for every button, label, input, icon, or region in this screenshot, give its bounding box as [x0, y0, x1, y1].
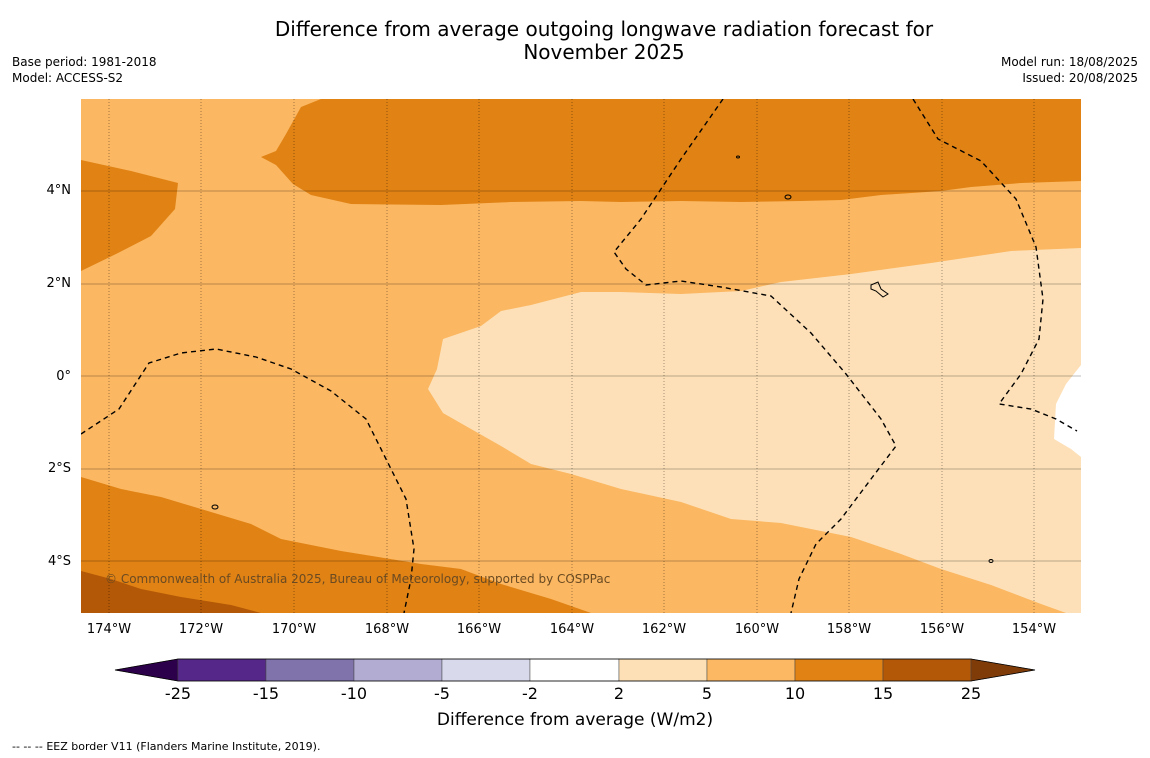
colorbar-title: Difference from average (W/m2)	[436, 710, 714, 730]
meta-right: Model run: 18/08/2025 Issued: 20/08/2025	[1001, 54, 1138, 86]
eez-border-west	[81, 348, 415, 613]
lon-label-156w: 156°W	[919, 622, 965, 637]
islands	[211, 155, 994, 563]
colorbar	[114, 658, 1036, 682]
island-3	[211, 504, 219, 510]
island-5	[736, 155, 740, 159]
lat-label-4n: 4°N	[46, 183, 72, 198]
map-plot	[81, 99, 1081, 613]
anomaly-band-10-15-west	[81, 160, 178, 271]
colorbar-outline	[114, 658, 1036, 682]
colorbar-label-1: -25	[164, 684, 192, 703]
island-4	[988, 559, 994, 563]
lon-label-160w: 160°W	[734, 622, 780, 637]
lon-label-154w: 154°W	[1011, 622, 1057, 637]
lat-label-4s: 4°S	[47, 554, 71, 569]
colorbar-label-10: 25	[960, 684, 982, 703]
lon-label-172w: 172°W	[178, 622, 224, 637]
colorbar-segment-6	[618, 658, 708, 682]
colorbar-segment-2	[265, 658, 355, 682]
eez-legend-symbol: -- -- --	[12, 740, 43, 753]
anomaly-band-2-5	[428, 248, 1081, 613]
lon-label-170w: 170°W	[271, 622, 317, 637]
colorbar-extend-low	[114, 658, 179, 682]
colorbar-segment-4	[441, 658, 531, 682]
lon-label-166w: 166°W	[456, 622, 502, 637]
anomaly-band-10-15-south	[81, 477, 591, 613]
colorbar-label-6: 2	[613, 684, 625, 703]
colorbar-segment-7	[706, 658, 796, 682]
lon-label-164w: 164°W	[549, 622, 595, 637]
eez-border-central	[613, 99, 897, 613]
meta-left: Base period: 1981-2018 Model: ACCESS-S2	[12, 54, 157, 86]
lat-label-2n: 2°N	[46, 276, 72, 291]
colorbar-label-7: 5	[701, 684, 713, 703]
colorbar-label-8: 10	[784, 684, 806, 703]
eez-borders	[81, 99, 1078, 613]
base-period-text: Base period: 1981-2018	[12, 55, 157, 69]
eez-legend-text: EEZ border V11 (Flanders Marine Institut…	[46, 740, 321, 753]
colorbar-label-3: -10	[340, 684, 368, 703]
graticule	[81, 190, 1081, 562]
colorbar-label-4: -5	[434, 684, 450, 703]
island-2	[870, 281, 889, 298]
lon-label-162w: 162°W	[641, 622, 687, 637]
colorbar-label-2: -15	[252, 684, 280, 703]
lon-label-158w: 158°W	[826, 622, 872, 637]
eez-border-east	[912, 99, 1078, 432]
lon-label-174w: 174°W	[86, 622, 132, 637]
anomaly-near-zero-east	[1054, 365, 1081, 457]
title-line-2: November 2025	[523, 40, 685, 64]
colorbar-label-5: -2	[522, 684, 538, 703]
colorbar-segment-9	[882, 658, 972, 682]
colorbar-extend-high	[970, 658, 1036, 682]
copyright-text: © Commonwealth of Australia 2025, Bureau…	[105, 572, 611, 586]
lat-label-0: 0°	[56, 369, 71, 384]
model-text: Model: ACCESS-S2	[12, 71, 124, 85]
colorbar-segment-1	[177, 658, 267, 682]
colorbar-segment-5	[529, 658, 620, 682]
colorbar-segment-3	[353, 658, 443, 682]
chart-title: Difference from average outgoing longwav…	[180, 18, 1028, 64]
issued-text: Issued: 20/08/2025	[1022, 71, 1138, 85]
title-line-1: Difference from average outgoing longwav…	[274, 17, 934, 41]
colorbar-segment-8	[794, 658, 884, 682]
lon-label-168w: 168°W	[364, 622, 410, 637]
island-1	[784, 194, 792, 200]
colorbar-label-9: 15	[872, 684, 894, 703]
anomaly-band-15-25-south	[81, 571, 261, 613]
lat-label-2s: 2°S	[47, 461, 71, 476]
model-run-text: Model run: 18/08/2025	[1000, 55, 1138, 69]
footer-legend: -- -- -- EEZ border V11 (Flanders Marine…	[12, 740, 320, 753]
anomaly-band-10-15-north	[261, 99, 1081, 205]
